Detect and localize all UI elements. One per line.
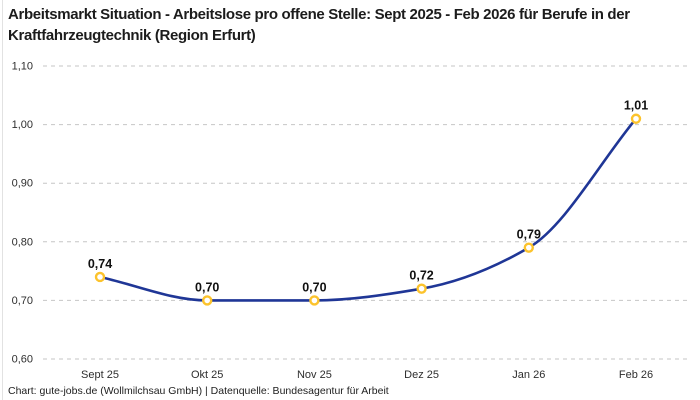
left-edge-line (2, 0, 3, 400)
data-point-label: 0,70 (302, 280, 326, 294)
data-point-marker[interactable] (630, 113, 642, 124)
x-axis-label: Nov 25 (297, 369, 332, 381)
data-line (98, 117, 638, 302)
data-point-marker[interactable] (201, 295, 213, 306)
x-axis-label: Sept 25 (81, 369, 119, 381)
data-point-label: 0,79 (517, 228, 541, 242)
data-point-label: 1,01 (624, 99, 648, 113)
y-axis-tick-label: 0,60 (12, 354, 33, 366)
chart-footer-attribution: Chart: gute-jobs.de (Wollmilchsau GmbH) … (8, 385, 389, 397)
x-axis-label: Okt 25 (191, 369, 223, 381)
data-point-marker[interactable] (523, 242, 534, 253)
y-axis-tick-label: 0,70 (12, 295, 33, 307)
data-point-marker[interactable] (416, 283, 427, 294)
x-axis-label: Dez 25 (404, 369, 439, 381)
x-axis-label: Jan 26 (512, 369, 545, 381)
y-axis-tick-label: 0,90 (12, 178, 33, 190)
y-axis-tick-label: 0,80 (12, 236, 33, 248)
y-axis-tick-label: 1,10 (12, 61, 33, 73)
data-point-label: 0,72 (409, 269, 433, 283)
x-axis-label: Feb 26 (619, 369, 653, 381)
data-point-marker[interactable] (94, 271, 106, 283)
data-point-label: 0,74 (88, 257, 112, 271)
y-axis-tick-label: 1,00 (12, 119, 33, 131)
chart-title: Arbeitsmarkt Situation - Arbeitslose pro… (8, 6, 630, 44)
data-point-label: 0,70 (195, 280, 219, 294)
data-point-marker[interactable] (309, 295, 320, 306)
